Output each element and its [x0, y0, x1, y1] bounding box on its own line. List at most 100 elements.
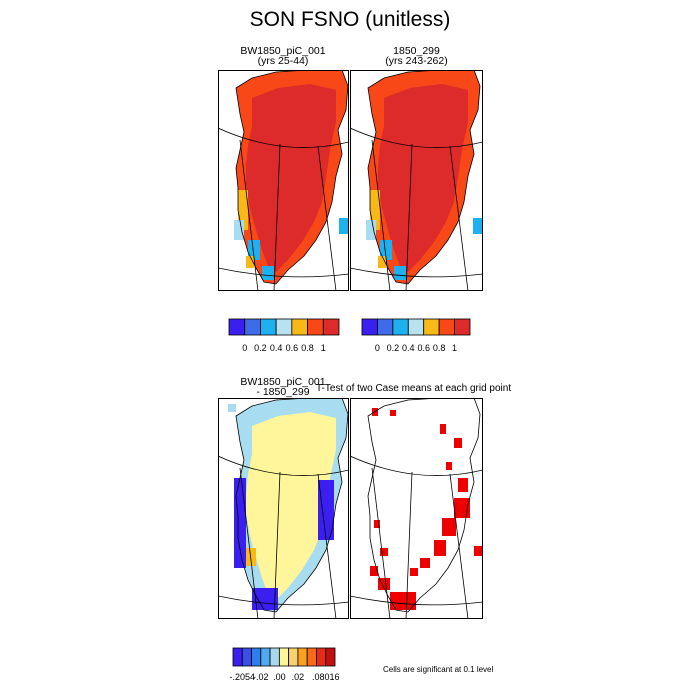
- colorbar-box: [454, 318, 471, 336]
- sw-orange-cells: [370, 190, 380, 230]
- significant-cell: [380, 548, 388, 556]
- south-orange-cells: [378, 256, 386, 268]
- land: [368, 398, 480, 612]
- ice-sheet-cells: [246, 84, 336, 272]
- colorbar-tick-label: .02: [291, 672, 305, 682]
- significant-cell: [434, 540, 446, 556]
- panel-frame: [218, 70, 349, 291]
- colorbar-box: [288, 647, 299, 667]
- colorbar-tick-label: 0.6: [285, 343, 299, 353]
- colorbar-box: [307, 318, 324, 336]
- panel2-title-line1: 1850_299: [393, 45, 440, 57]
- significant-cell: [378, 578, 390, 590]
- colorbar-tick-label: -.02: [253, 672, 269, 682]
- colorbar-abs-1-labels: 0 0.2 0.4 0.6 0.8 1: [228, 343, 340, 355]
- colorbar-box: [244, 318, 261, 336]
- colorbar-diff-labels: -.2054 -.02 .00 .02 .08016: [216, 672, 352, 684]
- sw-blue-cells: [380, 240, 392, 260]
- figure-title: SON FSNO (unitless): [249, 8, 451, 31]
- colorbar-abs-1: [228, 318, 340, 336]
- parallel-line: [218, 127, 349, 148]
- sw-lightblue-cells: [366, 220, 376, 240]
- iceland-cells: [473, 218, 483, 234]
- colorbar-tick-label: 0.2: [386, 343, 400, 353]
- colorbar-box: [232, 647, 243, 667]
- coastline: [367, 70, 481, 285]
- colorbar-abs-2: [361, 318, 471, 336]
- colorbar-tick-label: 0: [374, 343, 380, 353]
- significant-cell: [458, 478, 468, 492]
- meridian-line: [405, 143, 413, 291]
- colorbar-box: [251, 647, 262, 667]
- colorbar-box: [278, 647, 290, 667]
- significant-cell: [410, 568, 418, 576]
- colorbar-box: [377, 318, 394, 336]
- significant-cell: [454, 438, 462, 448]
- colorbar-tick-label: 0: [242, 343, 248, 353]
- colorbar-box: [260, 647, 271, 667]
- colorbar-tick-label: 0.2: [254, 343, 267, 353]
- coastline: [235, 70, 349, 285]
- east-coast-cells: [318, 480, 334, 540]
- parallel-line: [218, 455, 349, 476]
- colorbar-tick-label: 0.4: [269, 343, 283, 353]
- significant-cell: [370, 566, 378, 576]
- colorbar-tick-label: 0.8: [301, 343, 314, 353]
- panel2-title-line2: (yrs 243-262): [385, 55, 448, 67]
- colorbar-box: [269, 647, 280, 667]
- sw-blue-cells: [248, 240, 260, 260]
- panel4-title: T-Test of two Case means at each grid po…: [316, 383, 512, 394]
- panel2-title: 1850_299 (yrs 243-262): [350, 45, 483, 67]
- colorbar-box: [291, 318, 308, 336]
- panel4-map: [350, 398, 483, 619]
- panel-frame: [350, 70, 483, 291]
- significant-cell: [442, 518, 456, 536]
- panel-frame: [350, 398, 483, 619]
- panel1-title: BW1850_piC_001 (yrs 25-44): [218, 45, 348, 67]
- south-orange-cells: [246, 256, 254, 268]
- colorbar-diff: [232, 647, 336, 667]
- meridian-line: [273, 143, 281, 291]
- colorbar-box: [438, 318, 455, 336]
- colorbar-tick-label: 0.4: [402, 343, 415, 353]
- sw-lightblue-cells: [234, 220, 244, 240]
- panel3-title-line1: BW1850_piC_001: [240, 376, 326, 388]
- ice-sheet-cells: [378, 84, 468, 272]
- panel3-title: BW1850_piC_001 - 1850_299: [218, 376, 348, 398]
- colorbar-tick-label: -.2054: [229, 672, 256, 682]
- colorbar-box: [361, 318, 378, 336]
- significant-cell: [474, 546, 482, 556]
- significant-cell: [390, 592, 416, 610]
- colorbar-box: [260, 318, 277, 336]
- panel1-title-line2: (yrs 25-44): [257, 55, 309, 67]
- meridian-line: [273, 471, 281, 619]
- significant-cell: [440, 424, 446, 434]
- ice-sheet-cells: [246, 412, 336, 600]
- colorbar-box: [297, 647, 308, 667]
- coastline: [235, 398, 349, 613]
- colorbar-tick-label: .00: [273, 672, 286, 682]
- significant-cell: [390, 410, 396, 416]
- colorbar-box: [423, 318, 440, 336]
- colorbar-box: [392, 318, 409, 336]
- colorbar-abs-2-labels: 0 0.2 0.4 0.6 0.8 1: [361, 343, 471, 355]
- sw-orange-cells: [238, 190, 248, 230]
- panel-frame: [218, 398, 349, 619]
- iceland-cells: [339, 218, 349, 234]
- colorbar-box: [407, 318, 425, 336]
- parallel-line: [350, 127, 483, 148]
- colorbar-box: [228, 318, 246, 336]
- nw-cells: [228, 404, 236, 412]
- parallel-line: [350, 267, 483, 278]
- significant-cell: [446, 462, 452, 470]
- colorbar-tick-label: 0.6: [417, 343, 430, 353]
- meridian-line: [405, 471, 413, 619]
- colorbar-tick-label: .08016: [311, 672, 340, 682]
- colorbar-tick-label: 0.8: [432, 343, 446, 353]
- parallel-line: [350, 455, 483, 476]
- panel1-title-line1: BW1850_piC_001: [240, 45, 326, 57]
- significant-cell: [454, 498, 470, 518]
- colorbar-box: [316, 647, 327, 667]
- south-blue-cells: [262, 266, 274, 280]
- parallel-line: [350, 595, 483, 606]
